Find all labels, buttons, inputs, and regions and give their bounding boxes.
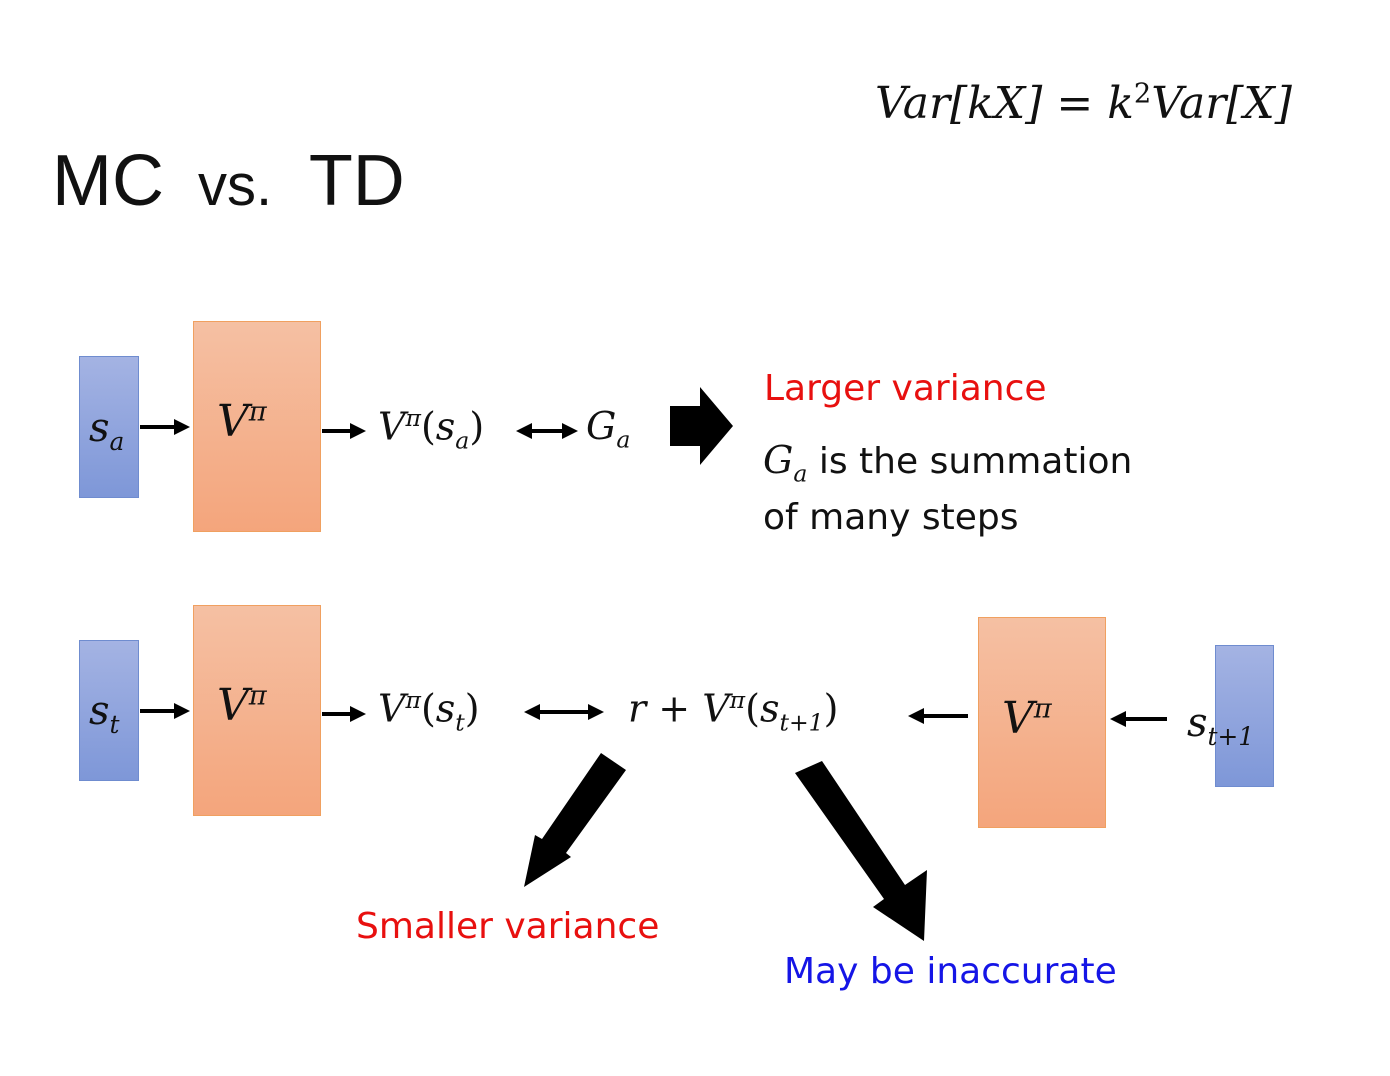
formula-k: k <box>1107 78 1134 129</box>
value-fn-label: Vπ <box>217 396 267 447</box>
td-target: r + Vπ(st+1) <box>628 686 839 737</box>
value-box-td-next <box>978 617 1106 828</box>
formula-eq: = <box>1056 78 1094 129</box>
value-fn-label-td-next: Vπ <box>1002 693 1052 744</box>
td-output: Vπ(st) <box>378 686 480 737</box>
formula-exp: 2 <box>1133 78 1152 110</box>
thick-arrow-smaller-variance <box>524 753 626 887</box>
state-box-st <box>79 640 139 781</box>
title-td: TD <box>308 141 405 221</box>
smaller-variance-label: Smaller variance <box>356 906 660 947</box>
state-sa-label: sa <box>89 405 125 456</box>
formula-var2: Var <box>1151 78 1227 129</box>
may-be-inaccurate-label: May be inaccurate <box>784 951 1117 992</box>
title-vs: vs. <box>198 153 273 218</box>
explanation-line2: of many steps <box>763 497 1019 538</box>
formula-arg2: [X] <box>1226 78 1292 129</box>
larger-variance-label: Larger variance <box>764 368 1047 409</box>
value-fn-label-td: Vπ <box>217 680 267 731</box>
value-box-mc <box>193 321 321 532</box>
state-box-sa <box>79 356 139 498</box>
formula-arg: [kX] <box>950 78 1043 129</box>
mc-output: Vπ(sa) <box>378 404 485 455</box>
block-arrow-conclusion <box>670 387 733 465</box>
variance-formula: Var[kX] = k2Var[X] <box>875 78 1292 129</box>
formula-var: Var <box>875 78 951 129</box>
thick-arrow-inaccurate <box>795 761 927 941</box>
state-st-label: st <box>89 688 120 739</box>
explanation-line1: Ga is the summation <box>763 438 1133 488</box>
mc-target: Ga <box>586 404 631 454</box>
state-st1-label: st+1 <box>1187 700 1255 751</box>
slide-title: MC vs. TD <box>52 140 405 222</box>
state-box-st1 <box>1215 645 1274 787</box>
value-box-td <box>193 605 321 816</box>
title-mc: MC <box>52 141 164 221</box>
